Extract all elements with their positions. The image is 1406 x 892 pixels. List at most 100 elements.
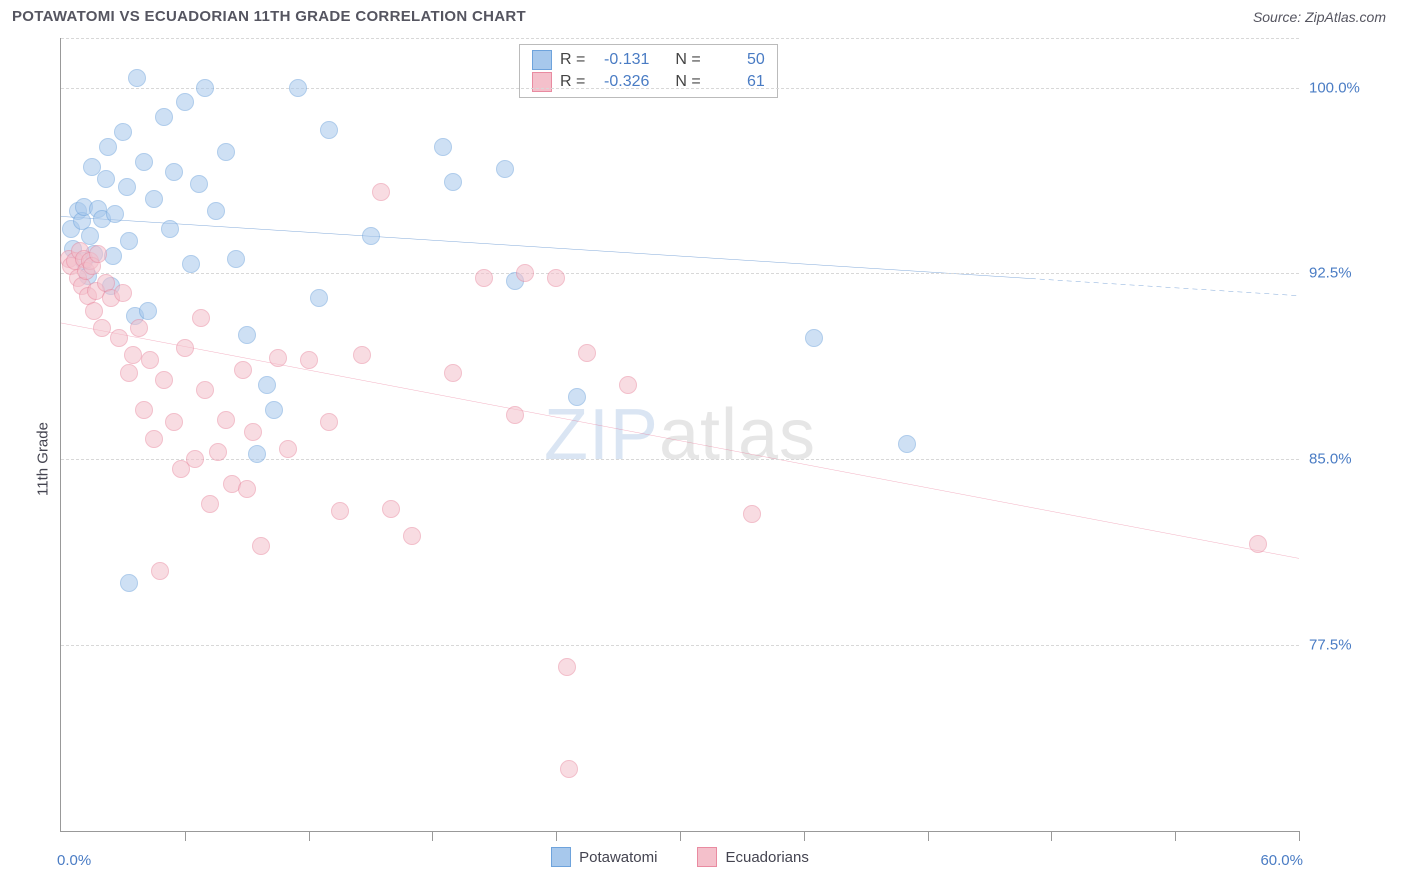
- data-point: [516, 264, 534, 282]
- y-tick-label: 100.0%: [1309, 79, 1389, 96]
- data-point: [320, 413, 338, 431]
- legend-swatch: [532, 72, 552, 92]
- data-point: [265, 401, 283, 419]
- data-point: [475, 269, 493, 287]
- trend-line: [61, 323, 1299, 558]
- data-point: [176, 93, 194, 111]
- data-point: [362, 227, 380, 245]
- data-point: [120, 232, 138, 250]
- data-point: [353, 346, 371, 364]
- data-point: [182, 255, 200, 273]
- data-point: [805, 329, 823, 347]
- data-point: [1249, 535, 1267, 553]
- data-point: [568, 388, 586, 406]
- watermark-zip: ZIP: [544, 395, 659, 475]
- data-point: [106, 205, 124, 223]
- data-point: [244, 423, 262, 441]
- data-point: [130, 319, 148, 337]
- legend-label: Potawatomi: [579, 849, 657, 866]
- legend-item: Potawatomi: [551, 847, 657, 867]
- x-tick: [1299, 831, 1300, 841]
- data-point: [110, 329, 128, 347]
- x-tick: [309, 831, 310, 841]
- data-point: [155, 108, 173, 126]
- data-point: [560, 760, 578, 778]
- data-point: [196, 79, 214, 97]
- data-point: [310, 289, 328, 307]
- data-point: [331, 502, 349, 520]
- data-point: [252, 537, 270, 555]
- data-point: [547, 269, 565, 287]
- stats-row: R =-0.326N =61: [532, 71, 765, 93]
- data-point: [382, 500, 400, 518]
- data-point: [743, 505, 761, 523]
- data-point: [269, 349, 287, 367]
- x-tick: [928, 831, 929, 841]
- data-point: [114, 284, 132, 302]
- data-point: [155, 371, 173, 389]
- stat-n-value: 50: [709, 51, 765, 69]
- data-point: [320, 121, 338, 139]
- data-point: [506, 406, 524, 424]
- data-point: [289, 79, 307, 97]
- data-point: [192, 309, 210, 327]
- data-point: [898, 435, 916, 453]
- data-point: [145, 190, 163, 208]
- x-tick: [556, 831, 557, 841]
- data-point: [227, 250, 245, 268]
- data-point: [128, 69, 146, 87]
- grid-line: [61, 273, 1299, 274]
- data-point: [186, 450, 204, 468]
- data-point: [258, 376, 276, 394]
- data-point: [145, 430, 163, 448]
- y-tick-label: 77.5%: [1309, 637, 1389, 654]
- y-axis-label: 11th Grade: [34, 422, 51, 496]
- data-point: [201, 495, 219, 513]
- data-point: [558, 658, 576, 676]
- data-point: [496, 160, 514, 178]
- data-point: [238, 480, 256, 498]
- data-point: [141, 351, 159, 369]
- data-point: [99, 138, 117, 156]
- data-point: [248, 445, 266, 463]
- data-point: [578, 344, 596, 362]
- grid-line: [61, 459, 1299, 460]
- grid-line: [61, 38, 1299, 39]
- data-point: [190, 175, 208, 193]
- data-point: [196, 381, 214, 399]
- x-tick: [1051, 831, 1052, 841]
- grid-line: [61, 88, 1299, 89]
- data-point: [139, 302, 157, 320]
- data-point: [403, 527, 421, 545]
- data-point: [209, 443, 227, 461]
- data-point: [120, 574, 138, 592]
- data-point: [444, 364, 462, 382]
- plot-region: ZIPatlas R =-0.131N =50R =-0.326N =61 0.…: [60, 38, 1299, 832]
- data-point: [135, 153, 153, 171]
- data-point: [176, 339, 194, 357]
- y-tick-label: 85.0%: [1309, 451, 1389, 468]
- data-point: [300, 351, 318, 369]
- data-point: [161, 220, 179, 238]
- trend-line: [1031, 279, 1299, 296]
- legend-swatch: [697, 847, 717, 867]
- data-point: [165, 413, 183, 431]
- legend-item: Ecuadorians: [697, 847, 808, 867]
- grid-line: [61, 645, 1299, 646]
- stats-row: R =-0.131N =50: [532, 49, 765, 71]
- x-tick: [185, 831, 186, 841]
- data-point: [135, 401, 153, 419]
- data-point: [165, 163, 183, 181]
- x-tick: [680, 831, 681, 841]
- chart-area: 11th Grade ZIPatlas R =-0.131N =50R =-0.…: [12, 38, 1394, 880]
- data-point: [279, 440, 297, 458]
- data-point: [120, 364, 138, 382]
- data-point: [619, 376, 637, 394]
- watermark: ZIPatlas: [544, 394, 816, 476]
- data-point: [444, 173, 462, 191]
- data-point: [114, 123, 132, 141]
- data-point: [93, 319, 111, 337]
- data-point: [85, 302, 103, 320]
- stat-r-value: -0.131: [593, 51, 649, 69]
- stat-n-label: N =: [675, 51, 700, 69]
